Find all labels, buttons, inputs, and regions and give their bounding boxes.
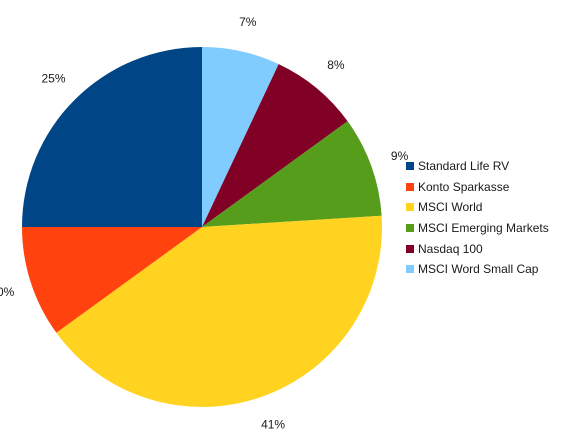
slice-label-konto-sparkasse: 10% bbox=[0, 285, 15, 299]
slice-label-standard-life-rv: 25% bbox=[41, 72, 65, 86]
legend-label: Konto Sparkasse bbox=[418, 179, 510, 194]
legend-label: MSCI World bbox=[418, 200, 483, 215]
pie-labels: 7% 8% 9% 41% 10% 25% bbox=[0, 15, 409, 432]
legend-swatch bbox=[406, 244, 414, 253]
slice-label-nasdaq-100: 8% bbox=[327, 58, 345, 72]
legend-swatch bbox=[406, 224, 414, 233]
slice-label-msci-emerging-markets: 9% bbox=[391, 149, 409, 163]
pie-slice-msci-world bbox=[56, 215, 382, 407]
pie-slice-nasdaq-100 bbox=[202, 64, 348, 227]
pie-slice-konto-sparkasse bbox=[22, 227, 202, 333]
legend-label: Standard Life RV bbox=[418, 159, 510, 174]
slice-label-msci-world: 41% bbox=[261, 418, 285, 432]
legend-label: Nasdaq 100 bbox=[418, 241, 483, 256]
pie-slice-msci-word-small-cap bbox=[202, 47, 279, 227]
legend-swatch bbox=[406, 162, 414, 171]
legend-swatch bbox=[406, 265, 414, 274]
legend-item-msci-world: MSCI World bbox=[406, 197, 549, 218]
legend-swatch bbox=[406, 182, 414, 191]
slice-label-msci-word-small-cap: 7% bbox=[239, 15, 257, 29]
pie-slice-msci-emerging-markets bbox=[202, 121, 382, 227]
legend-label: MSCI Emerging Markets bbox=[418, 221, 549, 236]
pie-slices bbox=[22, 47, 382, 407]
legend-item-konto-sparkasse: Konto Sparkasse bbox=[406, 177, 549, 198]
legend-swatch bbox=[406, 203, 414, 212]
legend-item-msci-emerging-markets: MSCI Emerging Markets bbox=[406, 218, 549, 239]
legend-item-standard-life-rv: Standard Life RV bbox=[406, 156, 549, 177]
pie-slice-standard-life-rv bbox=[22, 47, 202, 227]
legend-item-nasdaq-100: Nasdaq 100 bbox=[406, 238, 549, 259]
legend-item-msci-word-small-cap: MSCI Word Small Cap bbox=[406, 259, 549, 280]
legend-label: MSCI Word Small Cap bbox=[418, 262, 539, 277]
legend: Standard Life RV Konto Sparkasse MSCI Worl… bbox=[406, 156, 549, 280]
